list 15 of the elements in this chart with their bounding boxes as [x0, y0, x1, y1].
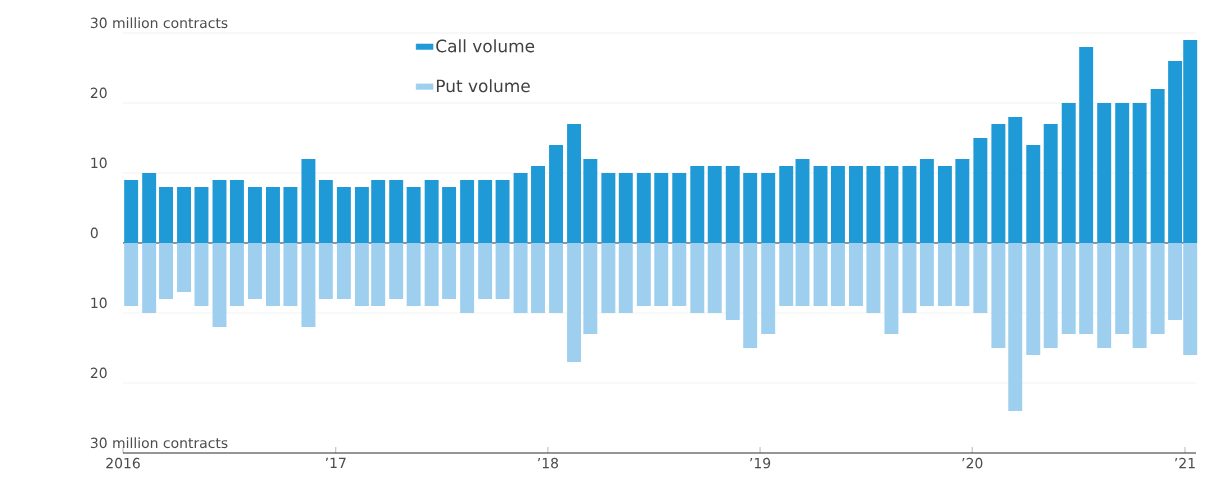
x-tick-label: ’20 [962, 457, 983, 469]
y-tick-label: 10 [91, 157, 107, 169]
y-tick-label: 20 [90, 367, 107, 379]
y-tick-label: 30 million contracts [90, 437, 228, 449]
legend-label: Put volume [436, 79, 530, 93]
y-tick-label: 20 [90, 87, 107, 99]
x-tick-label: 2016 [106, 457, 140, 469]
x-tick-label: ’21 [1175, 457, 1195, 469]
y-tick-label: 10 [91, 297, 107, 309]
y-tick-label: 30 million contracts [90, 17, 228, 29]
x-tick-label: ’17 [325, 457, 346, 469]
x-tick-label: ’19 [750, 457, 771, 469]
legend-label: Call volume [436, 39, 535, 53]
y-tick-label: 0 [90, 227, 98, 239]
x-tick-label: ’18 [538, 457, 559, 469]
